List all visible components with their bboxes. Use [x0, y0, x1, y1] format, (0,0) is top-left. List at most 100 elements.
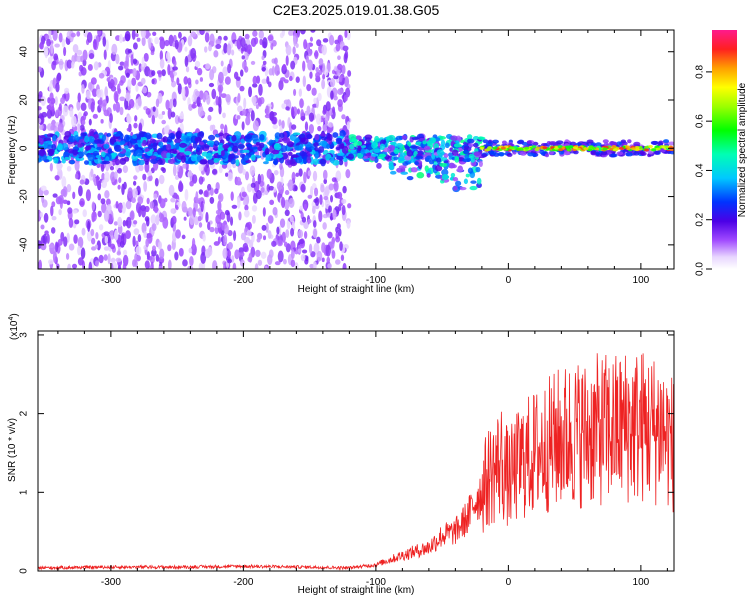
spectrogram-cell — [300, 254, 306, 262]
spectrogram-cell — [165, 99, 170, 110]
spectrogram-cell — [325, 244, 331, 257]
colorbar-tick-label: 0.6 — [695, 114, 706, 128]
spectrogram-cell — [101, 172, 105, 181]
spectrogram-cell — [424, 165, 429, 173]
spectrogram-cell — [152, 31, 157, 36]
spectrogram-cell — [651, 141, 659, 146]
spectrogram-cell — [443, 160, 449, 164]
spectrogram-cell — [70, 32, 76, 38]
spectrogram-cell — [194, 90, 200, 97]
spectrogram-cell — [190, 155, 197, 162]
spectrogram-cell — [296, 108, 300, 115]
spectrogram-cell — [298, 168, 303, 177]
spectrogram-cell — [236, 38, 242, 50]
spectrogram-cell — [223, 35, 228, 41]
spectrogram-cell — [314, 146, 319, 151]
spectrogram-cell — [266, 168, 273, 180]
spectrogram-cell — [590, 142, 597, 147]
spectrogram-cell — [349, 143, 355, 150]
spectrogram-cell — [131, 30, 136, 40]
spectrogram-cell — [330, 194, 334, 203]
spectrogram-cell — [240, 232, 247, 241]
spectrogram-cell — [189, 180, 194, 187]
spectrogram-cell — [639, 151, 645, 156]
spectrogram-cell — [140, 77, 146, 85]
spectrogram-cell — [140, 30, 147, 39]
snr-x-ticks: -300 -200 -100 0 100 — [57, 331, 668, 588]
spectrogram-cell — [274, 64, 280, 76]
spectrogram-cell — [247, 256, 253, 263]
spectrogram-cell — [109, 166, 115, 171]
spectrogram-cell — [325, 101, 331, 112]
spectrogram-cell — [38, 66, 42, 73]
spectrogram-cell — [336, 152, 345, 156]
spectrogram-cell — [473, 142, 479, 148]
spectrogram-cell — [147, 144, 153, 150]
spectrogram-cell — [321, 79, 326, 90]
spectrogram-cell — [441, 173, 449, 181]
spectrogram-cell — [90, 77, 97, 85]
spectrogram-cell — [451, 149, 459, 156]
spectrogram-cell — [104, 171, 110, 183]
spectrogram-cell — [303, 171, 307, 184]
spectrogram-cell — [118, 65, 124, 71]
spectrogram-cell — [163, 125, 170, 135]
spectrogram-cell — [378, 153, 386, 158]
spectrogram-cell — [174, 39, 179, 50]
spectrogram-cell — [151, 249, 157, 257]
spectrogram-cell — [91, 211, 97, 222]
spectrogram-cell — [185, 137, 191, 142]
spectrogram-cell — [453, 143, 462, 148]
spectrogram-cell — [264, 265, 268, 269]
spectrogram-cell — [294, 262, 299, 269]
spectrogram-cell — [315, 67, 320, 73]
spectrogram-cell — [117, 203, 123, 211]
spectrogram-cell — [271, 65, 275, 76]
spectrogram-cell — [308, 124, 315, 134]
spectrogram-cell — [273, 187, 277, 193]
spectrogram-cell — [186, 133, 192, 137]
spectrogram-cell — [101, 202, 107, 214]
y-tick-label: 40 — [19, 46, 30, 58]
spectrogram-cell — [155, 254, 160, 262]
spectrogram-cell — [230, 216, 234, 226]
spectrogram-cell — [260, 251, 267, 259]
spectrogram-cell — [141, 56, 145, 68]
spectrogram-cell — [388, 163, 394, 170]
spectrogram-cell — [297, 248, 302, 253]
spectrogram-cell — [61, 158, 66, 164]
spectrogram-cell — [211, 168, 218, 175]
spectrogram-cell — [333, 95, 338, 101]
spectrogram-cell — [269, 199, 275, 206]
spectrogram-cell — [320, 135, 328, 141]
spectrogram-cell — [320, 158, 326, 167]
spectrogram-cell — [223, 42, 228, 54]
spectrogram-cell — [149, 138, 156, 144]
spectrogram-cell — [137, 234, 142, 243]
spectrogram-cell — [65, 253, 70, 260]
spectrogram-cell — [450, 172, 456, 178]
spectrogram-cell — [311, 205, 316, 215]
spectrogram-cell — [42, 233, 48, 246]
spectrogram-cell — [55, 82, 60, 93]
x-tick-label: 100 — [633, 275, 650, 286]
spectrogram-cell — [191, 237, 196, 250]
spectrogram-cell — [488, 150, 495, 155]
spectrogram-cell — [458, 186, 467, 191]
spectrogram-heatmap — [38, 30, 674, 269]
spectrogram-cell — [305, 256, 309, 262]
spectrogram-cell — [255, 104, 259, 110]
spectrogram-cell — [119, 96, 126, 102]
spectrogram-cell — [77, 123, 81, 134]
spectrogram-cell — [273, 57, 278, 65]
spectrogram-cell — [105, 39, 109, 52]
spectrogram-cell — [295, 172, 300, 177]
spectrogram-cell — [524, 146, 530, 150]
spectrogram-cell — [155, 98, 160, 108]
snr-y-label: SNR (10 * v/v) — [7, 418, 18, 482]
spectrogram-cell — [39, 211, 44, 218]
spectrogram-cell — [85, 90, 91, 100]
spectrogram-cell — [204, 248, 211, 259]
spectrogram-cell — [257, 259, 263, 266]
spectrogram-cell — [185, 66, 190, 73]
